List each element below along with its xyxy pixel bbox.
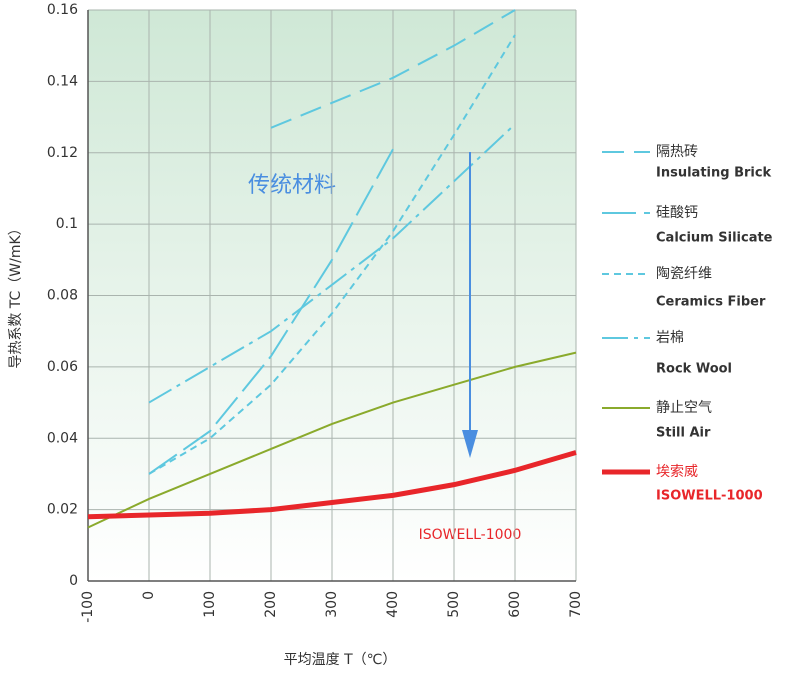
x-tick-label: 300	[324, 591, 340, 618]
legend-label: 隔热砖	[656, 144, 698, 160]
y-tick-label: 0	[69, 573, 78, 589]
y-tick-label: 0.12	[47, 145, 78, 161]
annotation: ISOWELL-1000	[419, 527, 522, 543]
legend-label: Still Air	[656, 426, 711, 441]
x-tick-label: 500	[446, 591, 462, 618]
series-line	[87, 351, 577, 529]
x-tick-label: 0	[141, 591, 157, 600]
arrow-head	[462, 430, 478, 458]
legend-label: Rock Wool	[656, 362, 732, 377]
x-tick-label: -100	[80, 591, 96, 623]
x-tick-label: 100	[202, 591, 218, 618]
legend-label: 岩棉	[656, 329, 684, 346]
x-tick-label: 700	[568, 591, 584, 618]
series-line	[148, 123, 516, 404]
annotation: 传统材料	[248, 173, 336, 198]
legend-label: 硅酸钙	[656, 205, 698, 221]
y-tick-label: 0.14	[47, 73, 78, 89]
x-axis-label: 平均温度 T（℃）	[284, 652, 397, 668]
x-tick-label: 400	[385, 591, 401, 618]
y-tick-label: 0.06	[47, 359, 78, 375]
series-line	[148, 34, 516, 475]
y-tick-label: 0.02	[47, 502, 78, 518]
legend-label: 埃索威	[656, 463, 698, 480]
legend-label: Calcium Silicate	[656, 231, 773, 246]
y-tick-label: 0.1	[56, 216, 78, 232]
x-tick-label: 200	[263, 591, 279, 618]
x-tick-label: 600	[507, 591, 523, 618]
legend-label: Ceramics Fiber	[656, 295, 766, 310]
series-line	[87, 450, 577, 520]
plot: 00.020.040.060.080.10.120.140.16-100 0 100…	[47, 2, 584, 623]
legend-label: ISOWELL-1000	[656, 489, 763, 504]
y-tick-label: 0.08	[47, 288, 78, 304]
y-axis-label: 导热系数 TC（W/mK）	[8, 221, 24, 368]
series-line	[270, 9, 516, 129]
series-line	[148, 148, 394, 475]
y-tick-label: 0.16	[47, 2, 78, 18]
legend-label: Insulating Brick	[656, 166, 772, 181]
y-tick-label: 0.04	[47, 430, 78, 446]
legend-label: 陶瓷纤维	[656, 266, 712, 282]
legend-label: 静止空气	[656, 400, 712, 416]
